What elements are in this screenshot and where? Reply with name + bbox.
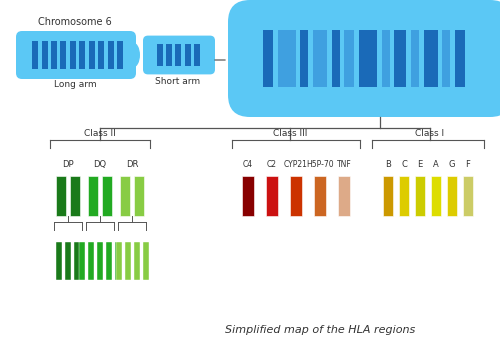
Text: DQ: DQ: [94, 160, 106, 169]
Bar: [56, 176, 66, 216]
Bar: [116, 242, 121, 280]
Bar: [88, 242, 94, 280]
Bar: [60, 41, 66, 69]
Text: H5P-70: H5P-70: [306, 160, 334, 169]
Bar: [51, 41, 57, 69]
Text: G: G: [449, 160, 455, 169]
Bar: [70, 41, 76, 69]
Bar: [314, 176, 326, 216]
Text: C2: C2: [267, 160, 277, 169]
Bar: [455, 30, 465, 87]
Bar: [102, 176, 112, 216]
Bar: [166, 44, 172, 67]
Bar: [117, 41, 123, 69]
Text: DR: DR: [126, 160, 138, 169]
Bar: [88, 176, 98, 216]
Text: CYP21: CYP21: [284, 160, 308, 169]
Bar: [411, 30, 419, 87]
Text: Class III: Class III: [273, 129, 307, 138]
Text: Class I: Class I: [416, 129, 444, 138]
FancyBboxPatch shape: [228, 0, 500, 117]
Text: E: E: [418, 160, 422, 169]
Bar: [42, 41, 48, 69]
Bar: [74, 242, 80, 280]
Bar: [442, 30, 450, 87]
Text: F: F: [466, 160, 470, 169]
Text: C: C: [401, 160, 407, 169]
Text: Long arm: Long arm: [54, 80, 96, 89]
Bar: [115, 242, 121, 280]
Bar: [424, 30, 438, 87]
Bar: [415, 176, 425, 216]
Bar: [79, 242, 85, 280]
Bar: [120, 176, 130, 216]
Bar: [313, 30, 327, 87]
Bar: [300, 30, 308, 87]
Bar: [108, 41, 114, 69]
Bar: [157, 44, 163, 67]
Bar: [142, 242, 148, 280]
Text: Short arm: Short arm: [156, 77, 200, 86]
Bar: [106, 242, 112, 280]
Bar: [338, 176, 350, 216]
Bar: [242, 176, 254, 216]
Bar: [70, 176, 80, 216]
Text: TNF: TNF: [336, 160, 351, 169]
Bar: [185, 44, 191, 67]
FancyBboxPatch shape: [143, 36, 215, 74]
Text: Simplified map of the HLA regions: Simplified map of the HLA regions: [225, 325, 415, 335]
Text: Chromosome 6: Chromosome 6: [38, 17, 112, 27]
Bar: [79, 41, 85, 69]
Bar: [394, 30, 406, 87]
Bar: [382, 30, 390, 87]
Bar: [263, 30, 273, 87]
Bar: [56, 242, 62, 280]
Bar: [89, 41, 95, 69]
Bar: [278, 30, 296, 87]
Bar: [431, 176, 441, 216]
Text: C4: C4: [243, 160, 253, 169]
Bar: [124, 242, 130, 280]
Bar: [98, 41, 104, 69]
FancyBboxPatch shape: [16, 31, 136, 79]
Bar: [370, 109, 390, 117]
Bar: [266, 176, 278, 216]
Ellipse shape: [126, 42, 140, 68]
Bar: [383, 176, 393, 216]
Bar: [332, 30, 340, 87]
Bar: [97, 242, 103, 280]
Bar: [194, 44, 200, 67]
Bar: [447, 176, 457, 216]
Bar: [175, 44, 181, 67]
Bar: [344, 30, 354, 87]
Bar: [32, 41, 38, 69]
Text: Class II: Class II: [84, 129, 116, 138]
Bar: [134, 242, 140, 280]
Text: DP: DP: [62, 160, 74, 169]
Text: B: B: [385, 160, 391, 169]
Bar: [65, 242, 71, 280]
Bar: [290, 176, 302, 216]
Bar: [359, 30, 377, 87]
Bar: [134, 176, 144, 216]
Text: A: A: [433, 160, 439, 169]
Bar: [463, 176, 473, 216]
Bar: [399, 176, 409, 216]
